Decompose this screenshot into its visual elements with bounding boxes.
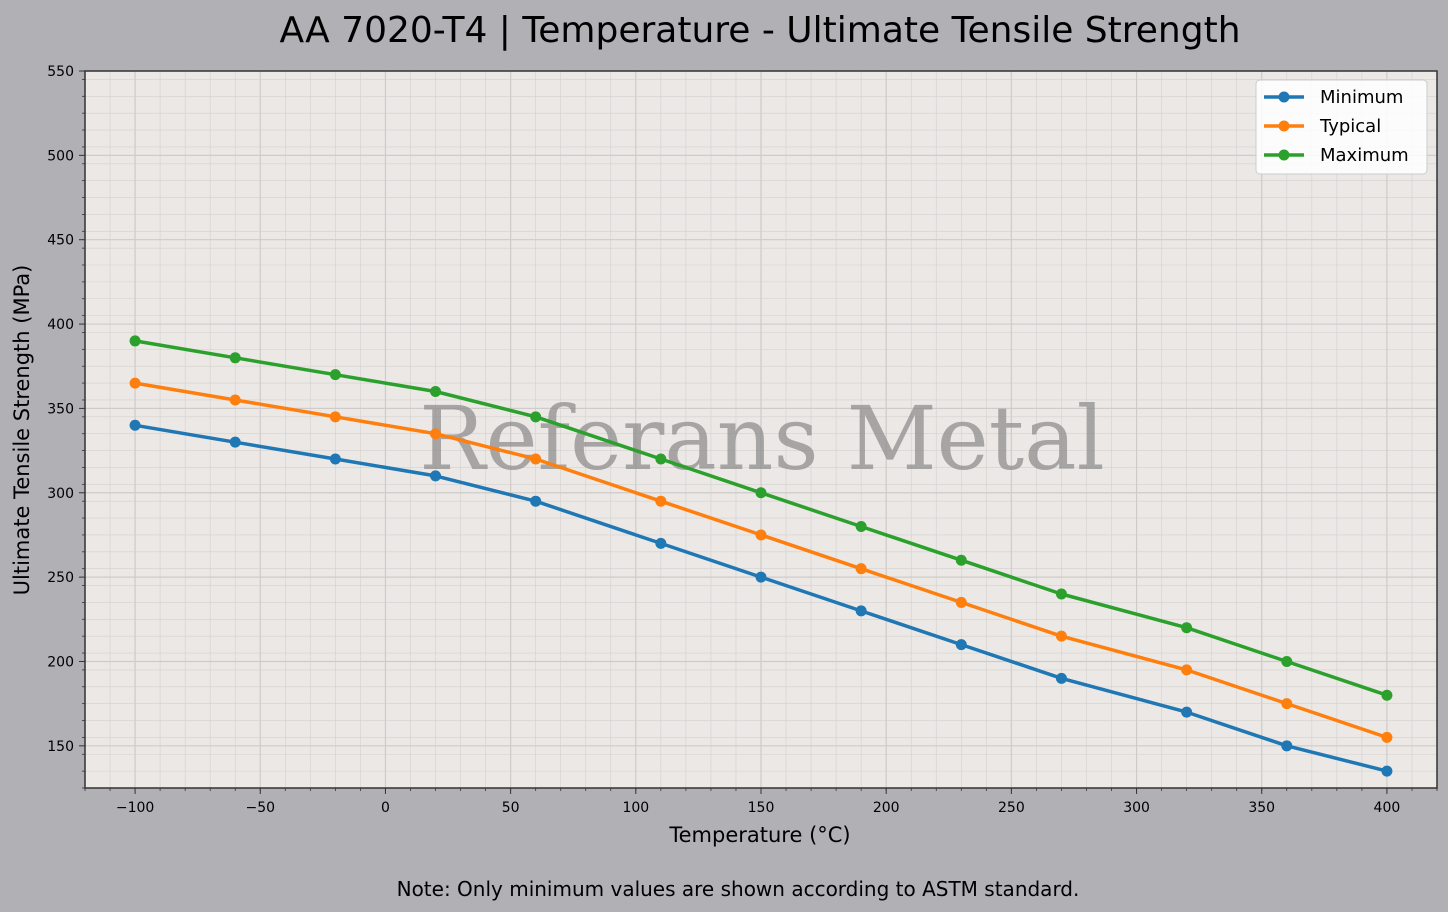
y-tick-label: 400: [47, 317, 74, 333]
legend-marker: [1278, 149, 1290, 161]
data-point: [1281, 740, 1293, 752]
legend-label: Typical: [1319, 116, 1381, 137]
legend-label: Minimum: [1320, 87, 1403, 108]
data-point: [530, 453, 542, 465]
footnote: Note: Only minimum values are shown acco…: [397, 877, 1080, 901]
major-grid: [85, 70, 1437, 788]
legend-item: Typical: [1264, 116, 1381, 137]
legend-marker: [1278, 120, 1290, 132]
data-point: [855, 521, 867, 533]
series-layer: [129, 335, 1393, 777]
watermark: Referans Metal: [419, 387, 1104, 490]
data-point: [1381, 765, 1393, 777]
x-tick-label: 300: [1123, 800, 1150, 816]
data-point: [1055, 630, 1067, 642]
data-point: [430, 386, 442, 398]
x-tick-label: −100: [116, 800, 154, 816]
x-tick-label: 250: [998, 800, 1025, 816]
data-point: [1381, 731, 1393, 743]
data-point: [655, 495, 667, 507]
data-point: [530, 495, 542, 507]
data-point: [1055, 672, 1067, 684]
legend: Minimum Typical Maximum: [1255, 79, 1428, 175]
x-tick-label: 0: [381, 800, 390, 816]
series-maximum: [129, 335, 1393, 701]
data-point: [655, 537, 667, 549]
y-tick-label: 200: [47, 654, 74, 670]
x-tick-label: 50: [502, 800, 520, 816]
data-point: [329, 411, 341, 423]
y-tick-label: 500: [47, 148, 74, 164]
data-point: [530, 411, 542, 423]
data-point: [1281, 698, 1293, 710]
data-point: [755, 487, 767, 499]
data-point: [955, 554, 967, 566]
data-point: [1381, 689, 1393, 701]
x-tick-label: 100: [622, 800, 649, 816]
y-axis-title: Ultimate Tensile Strength (MPa): [10, 265, 34, 596]
data-point: [329, 369, 341, 381]
data-point: [655, 453, 667, 465]
x-axis: −100 −50 0 50 100 150 200 250 300 350 400: [84, 788, 1438, 816]
data-point: [855, 563, 867, 575]
chart-title: AA 7020-T4 | Temperature - Ultimate Tens…: [279, 10, 1240, 51]
data-point: [1055, 588, 1067, 600]
series-typical: [129, 377, 1393, 743]
data-point: [229, 436, 241, 448]
x-tick-label: −50: [245, 800, 275, 816]
data-point: [129, 377, 141, 389]
x-axis-title: Temperature (°C): [668, 823, 850, 847]
data-point: [430, 470, 442, 482]
data-point: [1281, 655, 1293, 667]
data-point: [955, 639, 967, 651]
y-tick-label: 150: [47, 739, 74, 755]
data-point: [229, 394, 241, 406]
y-tick-label: 550: [47, 64, 74, 80]
data-point: [1181, 622, 1193, 634]
data-point: [430, 428, 442, 440]
legend-marker: [1278, 91, 1290, 103]
data-point: [855, 605, 867, 617]
y-axis: 150 200 250 300 350 400 450 500 550: [47, 64, 85, 789]
data-point: [1181, 664, 1193, 676]
x-tick-label: 400: [1374, 800, 1401, 816]
data-point: [1181, 706, 1193, 718]
legend-item: Minimum: [1264, 87, 1403, 108]
y-tick-label: 350: [47, 401, 74, 417]
x-tick-label: 350: [1248, 800, 1275, 816]
data-point: [129, 419, 141, 431]
data-point: [755, 571, 767, 583]
data-point: [755, 529, 767, 541]
y-tick-label: 450: [47, 233, 74, 249]
x-tick-label: 150: [748, 800, 775, 816]
series-minimum: [129, 419, 1393, 777]
x-tick-label: 200: [873, 800, 900, 816]
data-point: [129, 335, 141, 347]
legend-label: Maximum: [1320, 145, 1409, 166]
data-point: [955, 596, 967, 608]
legend-box: [1255, 79, 1428, 175]
data-point: [329, 453, 341, 465]
legend-item: Maximum: [1264, 145, 1409, 166]
y-tick-label: 250: [47, 570, 74, 586]
y-tick-label: 300: [47, 486, 74, 502]
data-point: [229, 352, 241, 364]
